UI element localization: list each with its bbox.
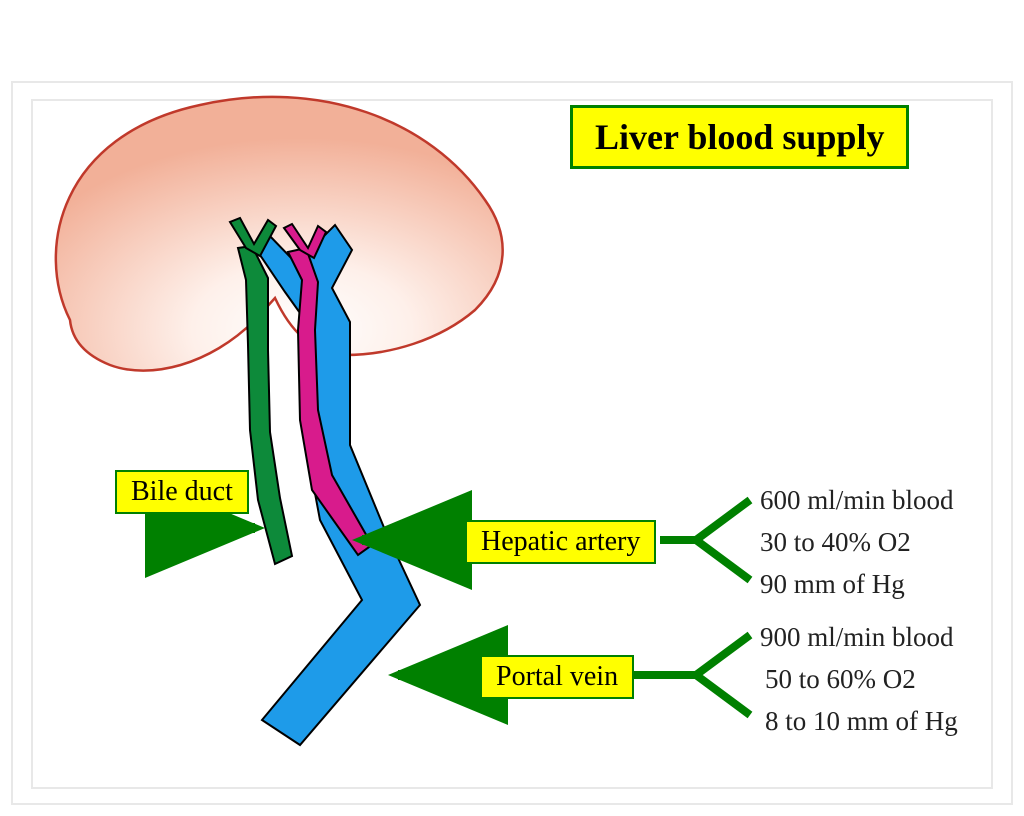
portal-stat-3: 8 to 10 mm of Hg — [765, 706, 958, 737]
hepatic-stat-2: 30 to 40% O2 — [760, 527, 911, 558]
portal-vein-label: Portal vein — [480, 655, 634, 699]
hepatic-artery-label: Hepatic artery — [465, 520, 656, 564]
diagram-title: Liver blood supply — [570, 105, 909, 169]
bile-duct-label: Bile duct — [115, 470, 249, 514]
portal-stat-2: 50 to 60% O2 — [765, 664, 916, 695]
portal-stat-1: 900 ml/min blood — [760, 622, 954, 653]
hepatic-stat-3: 90 mm of Hg — [760, 569, 905, 600]
hepatic-stat-1: 600 ml/min blood — [760, 485, 954, 516]
